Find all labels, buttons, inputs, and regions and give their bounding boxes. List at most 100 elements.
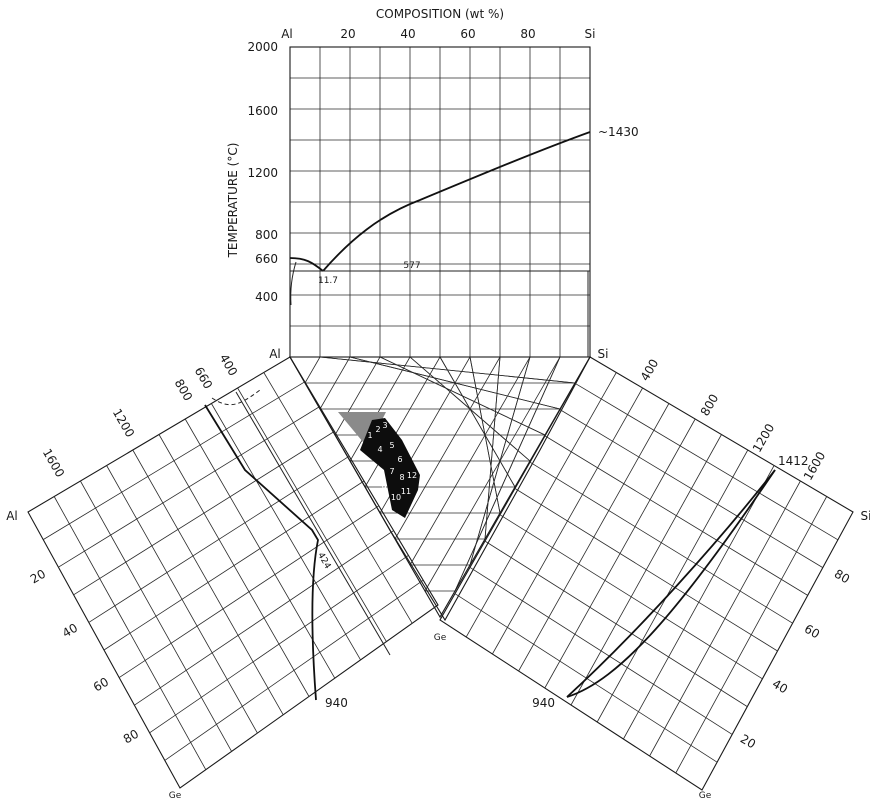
composition-axis-title: COMPOSITION (wt %) bbox=[376, 7, 504, 21]
ternary-grid-line bbox=[394, 356, 501, 540]
ternary-grid-line bbox=[454, 356, 561, 592]
si-ge-diagram: Si Ge 400 800 1200 1600 1412 80 60 40 20… bbox=[439, 356, 870, 801]
al-ge-grid-line bbox=[73, 431, 335, 596]
al-ge-grid-line bbox=[164, 579, 424, 761]
black-region bbox=[360, 418, 420, 518]
ternary-grid-line bbox=[334, 356, 381, 436]
si-ge-solidus-curve bbox=[566, 469, 776, 698]
al-ge-solvus-line bbox=[235, 391, 391, 656]
right-comp-20: 20 bbox=[738, 732, 758, 752]
al-ge-grid-line bbox=[58, 406, 320, 568]
right-temp-400: 400 bbox=[638, 357, 662, 384]
right-ge-melt-label: 940 bbox=[532, 696, 555, 710]
x-tick-20: 20 bbox=[340, 27, 355, 41]
x-tick-40: 40 bbox=[400, 27, 415, 41]
y-tick-660: 660 bbox=[255, 252, 278, 266]
region-label: 12 bbox=[407, 471, 417, 480]
left-al-label: Al bbox=[6, 509, 18, 523]
si-ge-grid-line bbox=[514, 488, 778, 652]
al-solvus-curve bbox=[290, 261, 297, 306]
region-label: 1 bbox=[367, 431, 372, 440]
right-comp-80: 80 bbox=[832, 567, 852, 587]
right-comp-60: 60 bbox=[802, 622, 822, 642]
si-ge-liquidus-curve bbox=[566, 469, 776, 698]
region-label: 2 bbox=[375, 425, 380, 434]
al-ge-grid bbox=[42, 372, 424, 770]
region-label: 8 bbox=[399, 473, 404, 482]
al-ge-grid-line bbox=[118, 505, 380, 678]
bottom-si-label: Si bbox=[598, 347, 609, 361]
al-ge-grid-line bbox=[103, 480, 365, 651]
left-comp-60: 60 bbox=[91, 675, 111, 695]
right-comp-40: 40 bbox=[770, 677, 790, 697]
top-left-element-label: Al bbox=[281, 27, 293, 41]
ternary-ge-label: Ge bbox=[434, 633, 447, 643]
region-label: 4 bbox=[377, 445, 382, 454]
al-si-grid bbox=[290, 47, 590, 357]
left-temp-660: 660 bbox=[192, 365, 216, 392]
left-comp-20: 20 bbox=[28, 567, 48, 587]
al-liquidus-curve bbox=[289, 257, 324, 272]
left-comp-80: 80 bbox=[121, 727, 141, 747]
ternary-grid-line bbox=[439, 356, 516, 488]
al-ge-grid-line bbox=[149, 555, 409, 734]
eutectic-comp-label: 11.7 bbox=[318, 276, 338, 286]
region-label: 11 bbox=[401, 487, 411, 496]
y-tick-400: 400 bbox=[255, 290, 278, 304]
region-label: 7 bbox=[389, 467, 394, 476]
si-liquidus-curve bbox=[322, 131, 591, 272]
ternary-grid-line bbox=[364, 356, 441, 488]
left-ge-melt-label: 940 bbox=[325, 696, 348, 710]
si-ge-grid-line bbox=[484, 540, 748, 707]
ternary-grid-line bbox=[319, 356, 351, 410]
al-ge-grid-line bbox=[42, 381, 306, 540]
si-ge-grid-line bbox=[469, 567, 733, 735]
ternary-outer-frame bbox=[289, 356, 591, 622]
right-si-melt-label: 1412 bbox=[778, 454, 809, 468]
right-ge-label: Ge bbox=[699, 791, 712, 801]
ternary-grid bbox=[304, 356, 576, 592]
ternary-grid-line bbox=[484, 356, 501, 540]
al-ge-grid-line bbox=[88, 455, 350, 623]
left-ge-label: Ge bbox=[169, 791, 182, 801]
eutectic-temp-label: 577 bbox=[403, 261, 420, 271]
al-ge-liquidus-curve bbox=[204, 404, 319, 701]
al-si-diagram: COMPOSITION (wt %) Al Si 20 40 60 80 200… bbox=[226, 7, 639, 361]
ternary-grid-line bbox=[304, 356, 321, 384]
si-ge-grid-line bbox=[574, 382, 839, 541]
top-right-element-label: Si bbox=[585, 27, 596, 41]
left-temp-1200: 1200 bbox=[110, 406, 137, 439]
si-melt-label: ~1430 bbox=[598, 125, 639, 139]
right-temp-800: 800 bbox=[698, 392, 722, 419]
x-tick-60: 60 bbox=[460, 27, 475, 41]
al-ge-frame bbox=[27, 356, 439, 789]
y-tick-800: 800 bbox=[255, 228, 278, 242]
region-label: 10 bbox=[391, 493, 401, 502]
bottom-al-label: Al bbox=[269, 347, 281, 361]
y-tick-1200: 1200 bbox=[247, 166, 278, 180]
al-ge-dashed-curve bbox=[211, 389, 261, 406]
y-tick-2000: 2000 bbox=[247, 40, 278, 54]
si-ge-grid-line bbox=[499, 514, 763, 680]
right-temp-1200: 1200 bbox=[750, 421, 777, 454]
ternary-grid-line bbox=[349, 356, 411, 462]
ternary-grid-line bbox=[409, 356, 531, 566]
region-label: 3 bbox=[382, 421, 387, 430]
al-ge-diagram: Al Ge 1600 1200 800 660 400 20 40 60 80 … bbox=[6, 352, 439, 801]
region-label: 5 bbox=[389, 441, 394, 450]
left-temp-1600: 1600 bbox=[40, 446, 67, 479]
ternary-grid-line bbox=[424, 356, 561, 592]
si-ge-grid-line bbox=[559, 409, 824, 568]
si-ge-grid bbox=[454, 372, 839, 774]
si-ge-grid-line bbox=[544, 435, 808, 596]
y-tick-1600: 1600 bbox=[247, 104, 278, 118]
x-tick-80: 80 bbox=[520, 27, 535, 41]
al-ge-grid-line bbox=[134, 530, 394, 706]
region-label: 9 bbox=[381, 483, 386, 492]
region-label: 6 bbox=[397, 455, 402, 464]
right-si-label: Si bbox=[861, 509, 870, 523]
si-ge-grid-line bbox=[529, 461, 793, 624]
